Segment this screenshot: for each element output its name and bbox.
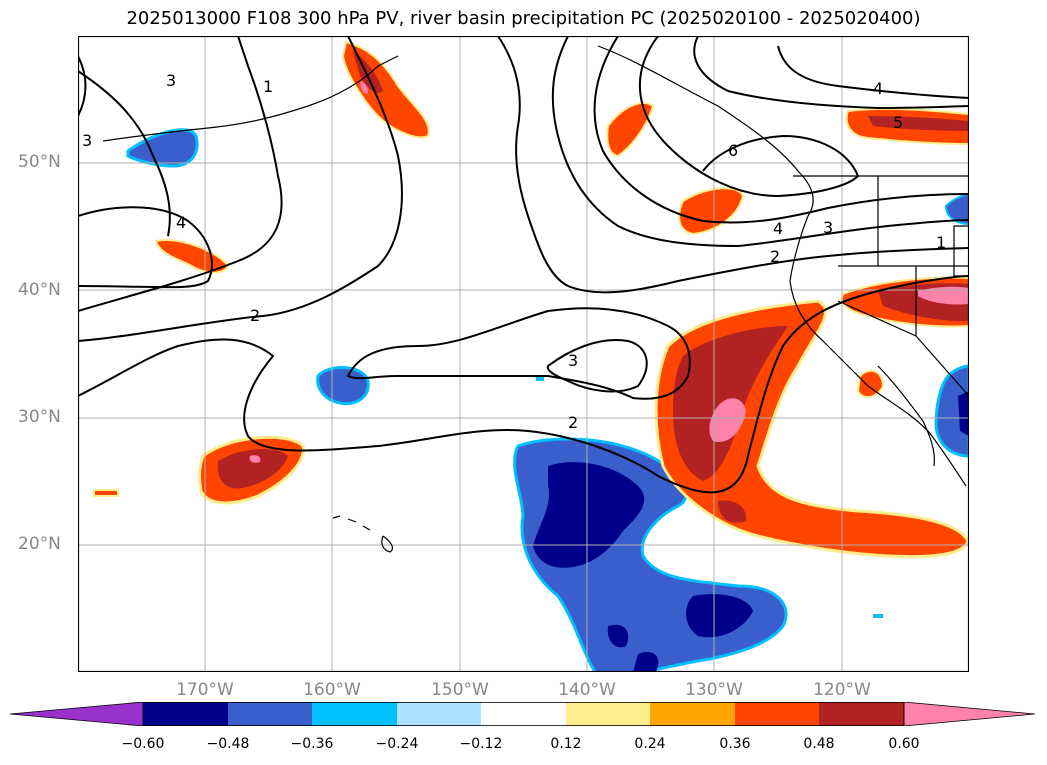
contour-label: 5 bbox=[893, 113, 903, 132]
contour-label: 3 bbox=[823, 218, 833, 237]
colorbar-segment bbox=[143, 702, 228, 726]
colorbar-label: −0.60 bbox=[121, 736, 165, 752]
coastlines bbox=[102, 45, 969, 553]
contour-label: 4 bbox=[773, 219, 783, 238]
colorbar-segment bbox=[228, 702, 312, 726]
contour-label: 2 bbox=[770, 247, 780, 266]
colorbar-label: 0.36 bbox=[719, 736, 751, 752]
precip-shading bbox=[93, 40, 969, 672]
map-title: 2025013000 F108 300 hPa PV, river basin … bbox=[126, 8, 921, 29]
colorbar-label: 0.60 bbox=[888, 736, 920, 752]
contour-label: 6 bbox=[728, 141, 738, 160]
gridlines bbox=[78, 36, 969, 672]
lat-label-40n: 40°N bbox=[18, 280, 61, 300]
colorbar-label: −0.48 bbox=[206, 736, 250, 752]
colorbar-segment bbox=[397, 702, 481, 726]
contour-label: 4 bbox=[873, 79, 883, 98]
lat-label-50n: 50°N bbox=[18, 152, 61, 172]
colorbar-label: 0.24 bbox=[634, 736, 666, 752]
colorbar-segment bbox=[735, 702, 819, 726]
contour-label: 3 bbox=[82, 131, 92, 150]
lon-label-170w: 170°W bbox=[176, 680, 234, 700]
colorbar bbox=[10, 702, 1036, 726]
lon-label-120w: 120°W bbox=[813, 680, 871, 700]
map-plot[interactable]: 3 1 4 2 3 2 4 6 5 4 3 2 1 3 bbox=[78, 36, 969, 672]
lon-label-160w: 160°W bbox=[303, 680, 361, 700]
colorbar-extend-high bbox=[903, 702, 1036, 726]
contour-label: 1 bbox=[936, 233, 946, 252]
colorbar-label: −0.36 bbox=[290, 736, 334, 752]
pv-contours bbox=[78, 36, 969, 494]
colorbar-segment bbox=[819, 702, 904, 726]
contour-label: 3 bbox=[166, 71, 176, 90]
contour-label: 3 bbox=[568, 351, 578, 370]
lon-label-130w: 130°W bbox=[685, 680, 743, 700]
lat-label-20n: 20°N bbox=[18, 534, 61, 554]
colorbar-label: 0.48 bbox=[803, 736, 835, 752]
colorbar-segment bbox=[566, 702, 650, 726]
colorbar-label: −0.12 bbox=[459, 736, 503, 752]
lat-label-30n: 30°N bbox=[18, 407, 61, 427]
colorbar-segment bbox=[481, 702, 566, 726]
colorbar-segment bbox=[650, 702, 735, 726]
contour-labels: 3 1 4 2 3 2 4 6 5 4 3 2 1 3 bbox=[82, 71, 946, 432]
contour-label: 1 bbox=[263, 77, 273, 96]
contour-label: 2 bbox=[568, 413, 578, 432]
contour-label: 4 bbox=[176, 213, 186, 232]
colorbar-segment bbox=[312, 702, 397, 726]
lon-label-140w: 140°W bbox=[558, 680, 616, 700]
colorbar-label: −0.24 bbox=[375, 736, 419, 752]
colorbar-extend-low bbox=[10, 702, 144, 726]
map-frame bbox=[78, 36, 969, 672]
contour-label: 2 bbox=[250, 306, 260, 325]
colorbar-label: 0.12 bbox=[550, 736, 582, 752]
lon-label-150w: 150°W bbox=[431, 680, 489, 700]
